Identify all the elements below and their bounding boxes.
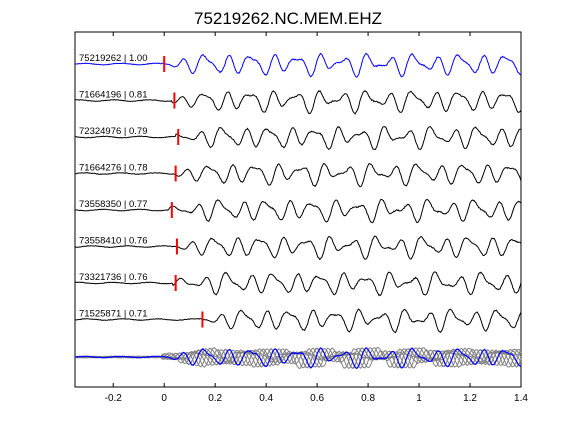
trace-label: 73558350 | 0.77 — [79, 199, 148, 210]
x-tick-label: 1.2 — [463, 393, 477, 404]
x-tick-label: -0.2 — [105, 393, 123, 404]
x-tick-label: 0 — [161, 393, 167, 404]
trace-label: 71664276 | 0.78 — [79, 163, 148, 174]
trace-line — [74, 89, 522, 115]
trace-72324976: 72324976 | 0.79 — [75, 125, 522, 151]
traces-layer: 75219262 | 1.00 71664196 | 0.81 72324976 |… — [74, 52, 522, 334]
trace-label: 73558410 | 0.76 — [79, 236, 148, 247]
x-tick-label: 0.6 — [310, 393, 324, 404]
trace-label: 75219262 | 1.00 — [79, 53, 148, 64]
stack-reference-trace — [74, 347, 522, 369]
chart-title: 75219262.NC.MEM.EHZ — [194, 9, 382, 28]
trace-73558350: 73558350 | 0.77 — [74, 198, 522, 224]
trace-label: 72324976 | 0.79 — [79, 126, 148, 137]
trace-line — [74, 271, 522, 297]
trace-label: 73321736 | 0.76 — [79, 272, 148, 283]
trace-label: 71525871 | 0.71 — [79, 309, 148, 320]
trace-73558410: 73558410 | 0.76 — [74, 235, 522, 261]
trace-71525871: 71525871 | 0.71 — [74, 308, 522, 334]
x-tick-label: 0.2 — [208, 393, 222, 404]
trace-71664276: 71664276 | 0.78 — [74, 162, 522, 188]
trace-71664196: 71664196 | 0.81 — [74, 89, 522, 115]
x-tick-label: 0.8 — [361, 393, 375, 404]
trace-line — [74, 198, 522, 224]
trace-line — [74, 162, 522, 188]
trace-line — [74, 308, 522, 334]
x-axis: -0.2 0 0.2 0.4 0.6 0.8 1 1.2 1.4 — [105, 32, 528, 404]
trace-73321736: 73321736 | 0.76 — [74, 271, 522, 297]
trace-75219262: 75219262 | 1.00 — [74, 52, 522, 78]
x-tick-label: 1.4 — [514, 393, 528, 404]
trace-label: 71664196 | 0.81 — [79, 90, 148, 101]
stack-layer — [74, 346, 522, 370]
trace-line — [74, 52, 522, 78]
x-tick-label: 0.4 — [259, 393, 273, 404]
trace-line — [74, 235, 522, 261]
x-tick-label: 1 — [416, 393, 422, 404]
trace-line — [75, 125, 522, 151]
plot-frame — [74, 31, 522, 388]
